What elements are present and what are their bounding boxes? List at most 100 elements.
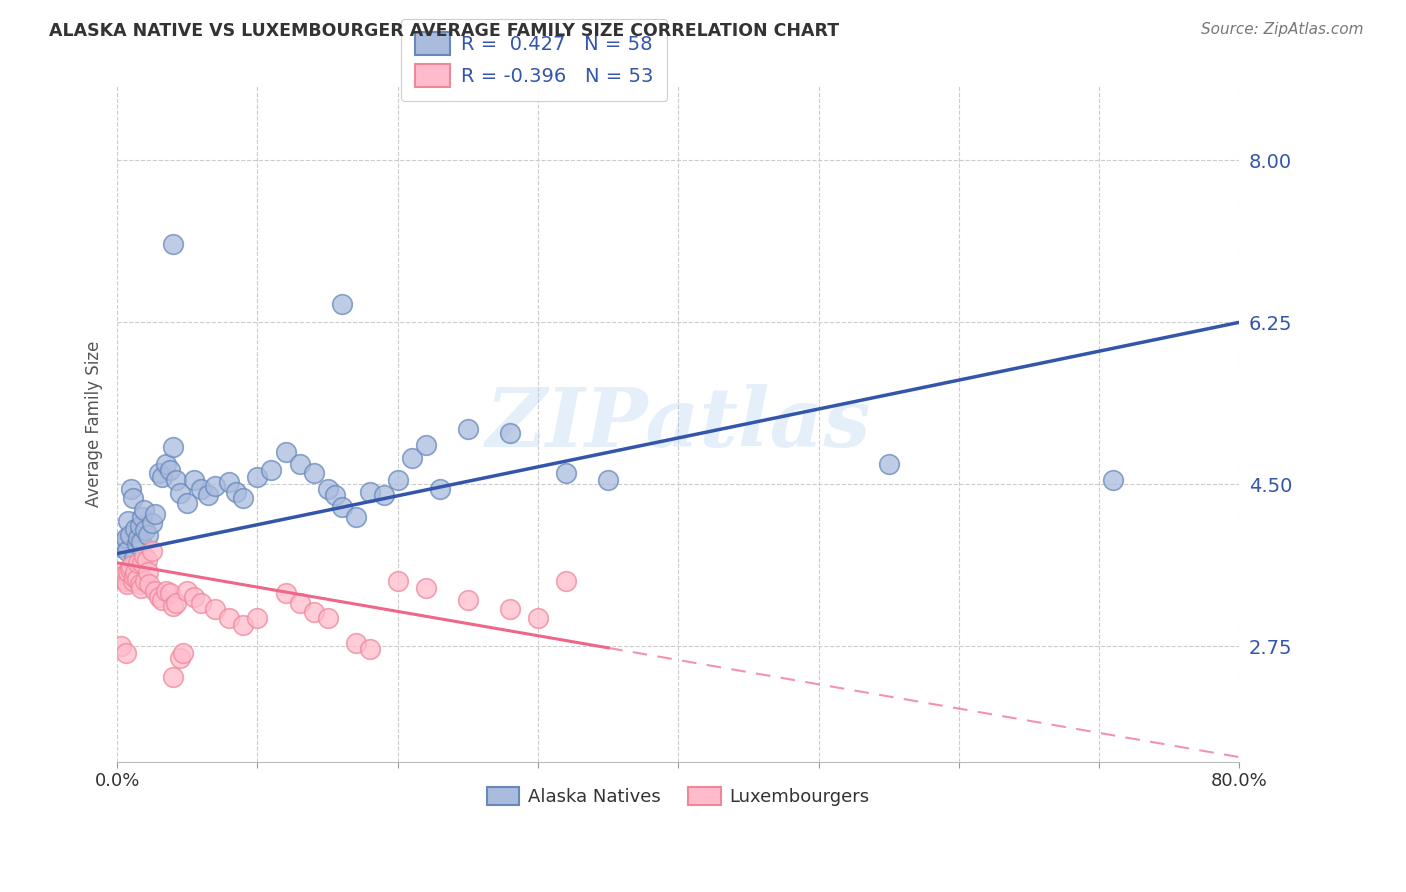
- Point: [288, 457, 311, 471]
- Point: [117, 514, 139, 528]
- Point: [134, 574, 156, 589]
- Point: [162, 670, 184, 684]
- Point: [124, 522, 146, 536]
- Point: [114, 646, 136, 660]
- Point: [112, 567, 135, 582]
- Point: [125, 537, 148, 551]
- Point: [877, 457, 900, 471]
- Point: [260, 463, 283, 477]
- Point: [148, 590, 170, 604]
- Legend: Alaska Natives, Luxembourgers: Alaska Natives, Luxembourgers: [479, 780, 877, 814]
- Point: [143, 583, 166, 598]
- Point: [110, 540, 132, 554]
- Point: [274, 445, 297, 459]
- Point: [457, 422, 479, 436]
- Y-axis label: Average Family Size: Average Family Size: [86, 341, 103, 508]
- Point: [183, 473, 205, 487]
- Point: [124, 565, 146, 579]
- Point: [132, 549, 155, 564]
- Point: [138, 577, 160, 591]
- Point: [121, 574, 143, 589]
- Point: [457, 592, 479, 607]
- Point: [162, 440, 184, 454]
- Point: [127, 556, 149, 570]
- Point: [118, 562, 141, 576]
- Point: [359, 484, 381, 499]
- Point: [118, 528, 141, 542]
- Point: [111, 572, 134, 586]
- Point: [165, 596, 187, 610]
- Point: [129, 581, 152, 595]
- Point: [141, 516, 163, 530]
- Point: [115, 577, 138, 591]
- Point: [114, 574, 136, 589]
- Point: [330, 297, 353, 311]
- Point: [127, 531, 149, 545]
- Point: [128, 577, 150, 591]
- Point: [150, 470, 173, 484]
- Point: [415, 438, 437, 452]
- Point: [246, 611, 269, 625]
- Point: [112, 534, 135, 549]
- Point: [415, 581, 437, 595]
- Point: [159, 463, 181, 477]
- Point: [131, 556, 153, 570]
- Point: [110, 565, 132, 579]
- Point: [429, 482, 451, 496]
- Point: [141, 544, 163, 558]
- Point: [162, 599, 184, 614]
- Text: ZIPatlas: ZIPatlas: [485, 384, 872, 464]
- Point: [120, 482, 142, 496]
- Point: [172, 646, 194, 660]
- Point: [302, 466, 325, 480]
- Point: [176, 496, 198, 510]
- Point: [190, 596, 212, 610]
- Point: [499, 426, 522, 441]
- Point: [148, 466, 170, 480]
- Point: [155, 583, 177, 598]
- Point: [527, 611, 550, 625]
- Point: [204, 479, 226, 493]
- Point: [162, 236, 184, 251]
- Point: [115, 544, 138, 558]
- Point: [121, 491, 143, 505]
- Point: [110, 639, 132, 653]
- Point: [135, 553, 157, 567]
- Point: [387, 473, 409, 487]
- Point: [197, 488, 219, 502]
- Point: [159, 586, 181, 600]
- Text: Source: ZipAtlas.com: Source: ZipAtlas.com: [1201, 22, 1364, 37]
- Point: [555, 574, 578, 589]
- Point: [359, 641, 381, 656]
- Point: [190, 482, 212, 496]
- Point: [131, 509, 153, 524]
- Point: [218, 475, 240, 490]
- Point: [117, 565, 139, 579]
- Point: [114, 531, 136, 545]
- Point: [169, 486, 191, 500]
- Point: [246, 470, 269, 484]
- Text: ALASKA NATIVE VS LUXEMBOURGER AVERAGE FAMILY SIZE CORRELATION CHART: ALASKA NATIVE VS LUXEMBOURGER AVERAGE FA…: [49, 22, 839, 40]
- Point: [499, 602, 522, 616]
- Point: [132, 503, 155, 517]
- Point: [176, 583, 198, 598]
- Point: [1102, 473, 1125, 487]
- Point: [136, 565, 159, 579]
- Point: [169, 651, 191, 665]
- Point: [134, 524, 156, 538]
- Point: [122, 570, 145, 584]
- Point: [323, 488, 346, 502]
- Point: [302, 605, 325, 619]
- Point: [316, 611, 339, 625]
- Point: [143, 507, 166, 521]
- Point: [150, 592, 173, 607]
- Point: [274, 586, 297, 600]
- Point: [344, 509, 367, 524]
- Point: [128, 519, 150, 533]
- Point: [232, 491, 254, 505]
- Point: [204, 602, 226, 616]
- Point: [288, 596, 311, 610]
- Point: [218, 611, 240, 625]
- Point: [122, 551, 145, 566]
- Point: [225, 484, 247, 499]
